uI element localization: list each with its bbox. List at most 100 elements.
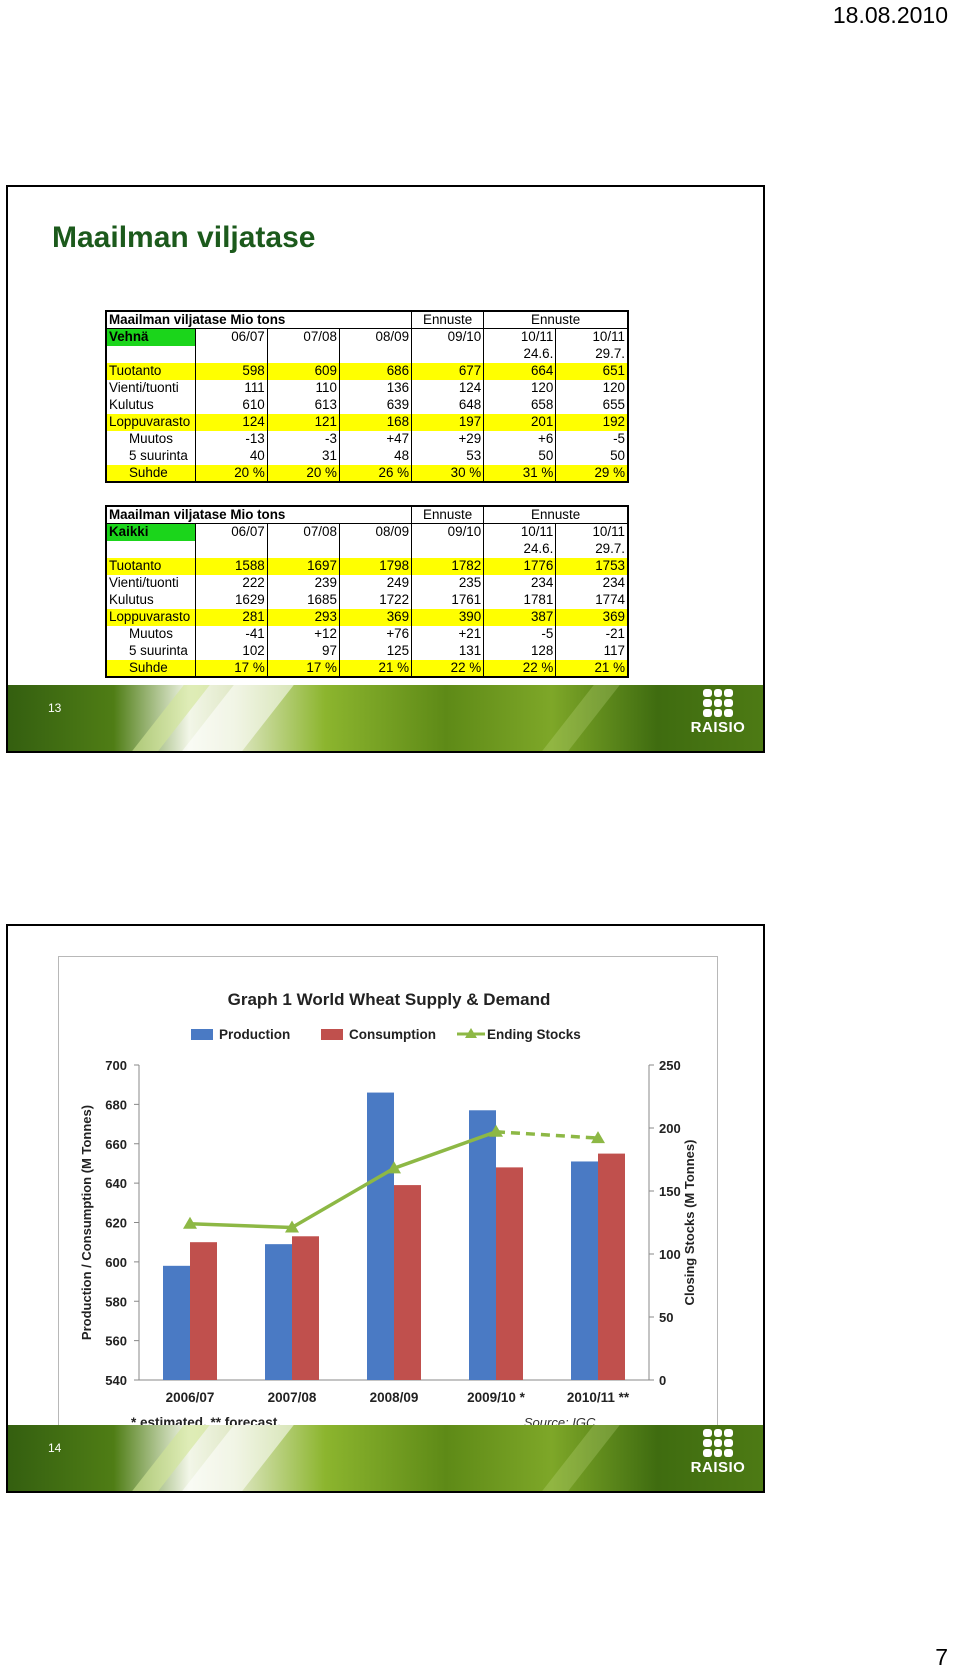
bar-production — [265, 1244, 292, 1380]
table-cell: +21 — [411, 625, 484, 643]
table-cell: 48 — [338, 447, 412, 465]
table-cell: 31 — [266, 447, 340, 465]
all-grains-balance-table: Maailman viljatase Mio tons Ennuste Ennu… — [105, 505, 629, 678]
table-cell: 234 — [483, 574, 556, 592]
y-tick-label: 540 — [105, 1373, 127, 1388]
table-cell: 97 — [266, 642, 340, 660]
ending-stocks-point — [183, 1216, 197, 1229]
ending-stocks-line-segment — [189, 1222, 293, 1230]
ending-stocks-line-segment — [393, 1130, 497, 1170]
table-row: Tuotanto 598 609 686 677 664 651 — [106, 362, 628, 380]
table-cell: 1629 — [194, 591, 268, 609]
legend-label: Ending Stocks — [487, 1027, 581, 1042]
table-cell: 235 — [411, 574, 484, 592]
legend-label: Consumption — [349, 1027, 436, 1042]
slide-title: Maailman viljatase — [52, 221, 316, 254]
table-cell: 20 % — [194, 464, 268, 482]
ending-stocks-point — [591, 1131, 605, 1144]
x-tick-label: 2010/11 ** — [567, 1390, 630, 1405]
table-cell: 111 — [194, 379, 268, 397]
table-cell: 197 — [411, 413, 484, 431]
forecast-label: Ennuste — [483, 506, 628, 524]
table-cell: 293 — [266, 608, 340, 626]
slide-13: Maailman viljatase Maailman viljatase Mi… — [6, 185, 765, 753]
period-cell: 09/10 — [411, 523, 484, 541]
slide-footer: 14 RAISIO — [8, 1425, 763, 1491]
bar-production — [163, 1265, 190, 1380]
bar-consumption — [496, 1167, 523, 1380]
table-cell: 31 % — [483, 464, 556, 482]
y2-tick-label: 50 — [659, 1310, 673, 1325]
table-cell: -41 — [194, 625, 268, 643]
x-tick-label: 2007/08 — [268, 1390, 317, 1405]
table-row: Suhde 17 % 17 % 21 % 22 % 22 % 21 % — [106, 659, 628, 677]
row-label: Vienti/tuonti — [109, 575, 179, 590]
legend-swatch — [321, 1029, 343, 1040]
ending-stocks-line-segment — [291, 1166, 395, 1230]
period-cell: 09/10 — [411, 328, 484, 346]
table-cell: 1761 — [411, 591, 484, 609]
row-label: 5 suurinta — [129, 643, 188, 658]
table-cell: 1685 — [266, 591, 340, 609]
table-header-row: Maailman viljatase Mio tons Ennuste Ennu… — [106, 311, 628, 329]
table-cell: 22 % — [483, 659, 556, 677]
table-title: Maailman viljatase Mio tons — [106, 311, 340, 329]
row-label: Tuotanto — [106, 362, 196, 380]
forecast-label: Ennuste — [411, 311, 484, 329]
table-cell: 281 — [194, 608, 268, 626]
table-cell: 610 — [194, 396, 268, 414]
raisio-logo-icon — [703, 1429, 733, 1457]
raisio-logo: RAISIO — [687, 1429, 749, 1476]
forecast-label: Ennuste — [411, 506, 484, 524]
table-cell: 192 — [555, 413, 628, 431]
period-date-row: 24.6. 29.7. — [106, 540, 628, 558]
raisio-logo: RAISIO — [687, 689, 749, 736]
table-cell: 613 — [266, 396, 340, 414]
table-cell: 201 — [483, 413, 556, 431]
table-row: Muutos -41 +12 +76 +21 -5 -21 — [106, 625, 628, 643]
table-cell: 102 — [194, 642, 268, 660]
row-label: Muutos — [129, 626, 173, 641]
table-cell: 598 — [194, 362, 268, 380]
table-cell: 664 — [483, 362, 556, 380]
table-cell: +12 — [266, 625, 340, 643]
row-label: Kulutus — [109, 592, 154, 607]
wheat-balance-table: Maailman viljatase Mio tons Ennuste Ennu… — [105, 310, 629, 483]
table-cell: 222 — [194, 574, 268, 592]
period-cell: 06/07 — [194, 523, 268, 541]
y-tick-label: 620 — [105, 1216, 127, 1231]
y2-tick-label: 200 — [659, 1121, 681, 1136]
table-cell: 21 % — [338, 659, 412, 677]
table-cell: +76 — [338, 625, 412, 643]
table-cell: -5 — [483, 625, 556, 643]
table-cell: 20 % — [266, 464, 340, 482]
y2-tick-label: 150 — [659, 1184, 681, 1199]
table-cell: 26 % — [338, 464, 412, 482]
period-row: Kaikki 06/07 07/08 08/09 09/10 10/11 10/… — [106, 523, 628, 541]
period-date-row: 24.6. 29.7. — [106, 345, 628, 363]
y-tick-label: 600 — [105, 1255, 127, 1270]
table-cell: 17 % — [266, 659, 340, 677]
row-label: Suhde — [106, 659, 196, 677]
period-row: Vehnä 06/07 07/08 08/09 09/10 10/11 10/1… — [106, 328, 628, 346]
table-cell: 21 % — [555, 659, 628, 677]
period-date-cell: 29.7. — [555, 540, 628, 558]
x-tick-label: 2006/07 — [166, 1390, 215, 1405]
table-cell: 677 — [411, 362, 484, 380]
table-row: Muutos -13 -3 +47 +29 +6 -5 — [106, 430, 628, 448]
table-cell: 1753 — [555, 557, 628, 575]
table-cell: 369 — [338, 608, 412, 626]
y-tick-label: 580 — [105, 1294, 127, 1309]
chart-canvas: Graph 1 World Wheat Supply & Demand Produ… — [79, 990, 697, 1430]
table-row: Vienti/tuonti 222 239 249 235 234 234 — [106, 574, 628, 592]
period-date-cell: 29.7. — [555, 345, 628, 363]
legend-marker — [465, 1028, 477, 1038]
ending-stocks-point — [387, 1161, 401, 1174]
row-label: 5 suurinta — [129, 448, 188, 463]
y-tick-label: 560 — [105, 1334, 127, 1349]
table-cell: 639 — [338, 396, 412, 414]
table-row: Loppuvarasto 281 293 369 390 387 369 — [106, 608, 628, 626]
table-row: Kulutus 610 613 639 648 658 655 — [106, 396, 628, 414]
table-cell: -21 — [555, 625, 628, 643]
table-cell: +47 — [338, 430, 412, 448]
